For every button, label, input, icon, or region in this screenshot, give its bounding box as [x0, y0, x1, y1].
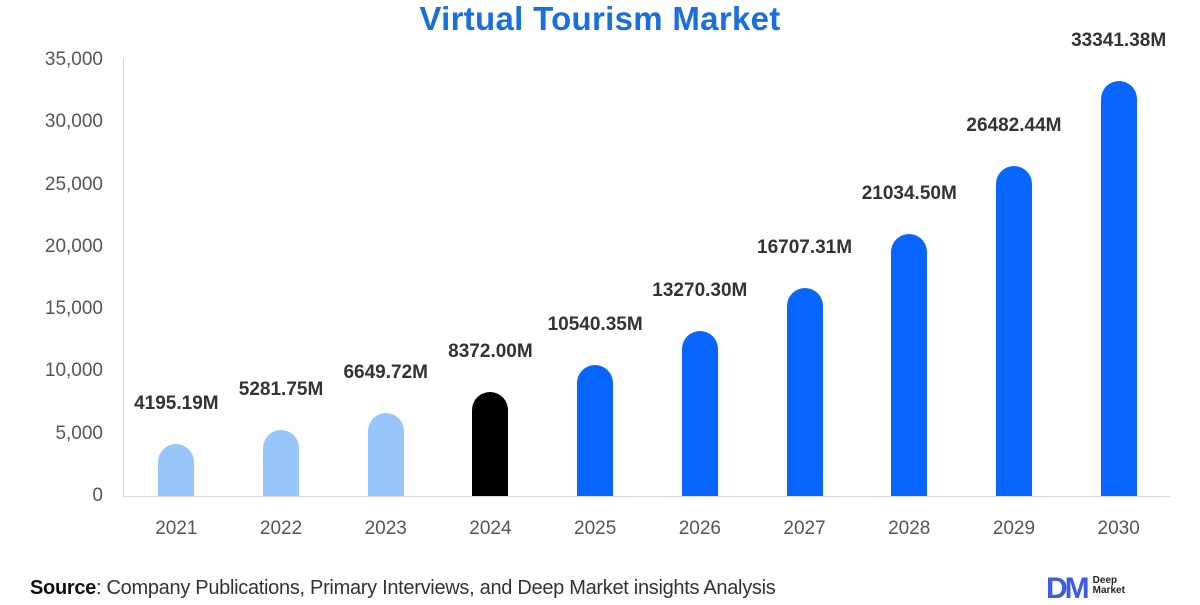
logo-line1: Deep	[1092, 575, 1118, 586]
x-tick-label: 2029	[992, 518, 1036, 539]
y-tick-label: 5,000	[55, 422, 103, 444]
chart-title: Virtual Tourism Market	[419, 0, 781, 37]
value-label: 6649.72M	[343, 362, 428, 384]
bar-2026	[681, 330, 718, 496]
y-tick-label: 20,000	[44, 235, 103, 257]
value-label: 33341.38M	[1071, 29, 1167, 51]
bar-2030	[1100, 80, 1137, 496]
source-note: Source: Company Publications, Primary In…	[30, 576, 776, 600]
x-tick-label: 2025	[574, 518, 617, 539]
value-label: 4195.19M	[134, 392, 219, 414]
value-label: 10540.35M	[547, 313, 643, 335]
y-tick-label: 15,000	[44, 298, 103, 320]
bar-2027	[786, 287, 823, 496]
x-axis-line	[123, 496, 1170, 497]
x-tick-label: 2024	[469, 518, 512, 539]
y-tick-label: 30,000	[44, 111, 103, 133]
x-tick-label: 2021	[155, 518, 198, 539]
y-axis-line	[123, 58, 124, 496]
x-tick-label: 2030	[1097, 518, 1140, 539]
y-tick-label: 35,000	[44, 49, 103, 70]
value-label: 16707.31M	[757, 236, 853, 258]
value-label: 5281.75M	[238, 379, 324, 401]
value-label: 8372.00M	[448, 340, 533, 362]
value-label: 21034.50M	[861, 182, 957, 204]
value-label: 13270.30M	[652, 279, 748, 301]
bar-2023	[367, 413, 404, 496]
y-tick-label: 10,000	[44, 360, 103, 382]
source-text: : Company Publications, Primary Intervie…	[96, 577, 776, 599]
x-tick-label: 2022	[259, 518, 303, 539]
bar-2024	[472, 391, 509, 496]
x-tick-label: 2028	[888, 518, 931, 539]
x-tick-label: 2023	[364, 518, 407, 539]
y-tick-label: 25,000	[44, 173, 103, 195]
logo-line2: Market	[1092, 585, 1125, 596]
bar-2028	[891, 233, 928, 496]
bar-2029	[995, 166, 1032, 496]
bar-2021	[158, 443, 195, 496]
logo: DM Deep Market	[1046, 574, 1125, 604]
value-label: 26482.44M	[966, 115, 1062, 137]
bar-2022	[263, 430, 300, 496]
y-tick-label: 0	[92, 485, 103, 506]
source-label: Source	[30, 577, 97, 599]
x-tick-label: 2027	[783, 518, 826, 539]
logo-mark: DM	[1046, 572, 1090, 605]
x-tick-label: 2026	[678, 518, 721, 539]
bar-2025	[577, 364, 614, 496]
logo-text: Deep Market	[1093, 576, 1125, 596]
